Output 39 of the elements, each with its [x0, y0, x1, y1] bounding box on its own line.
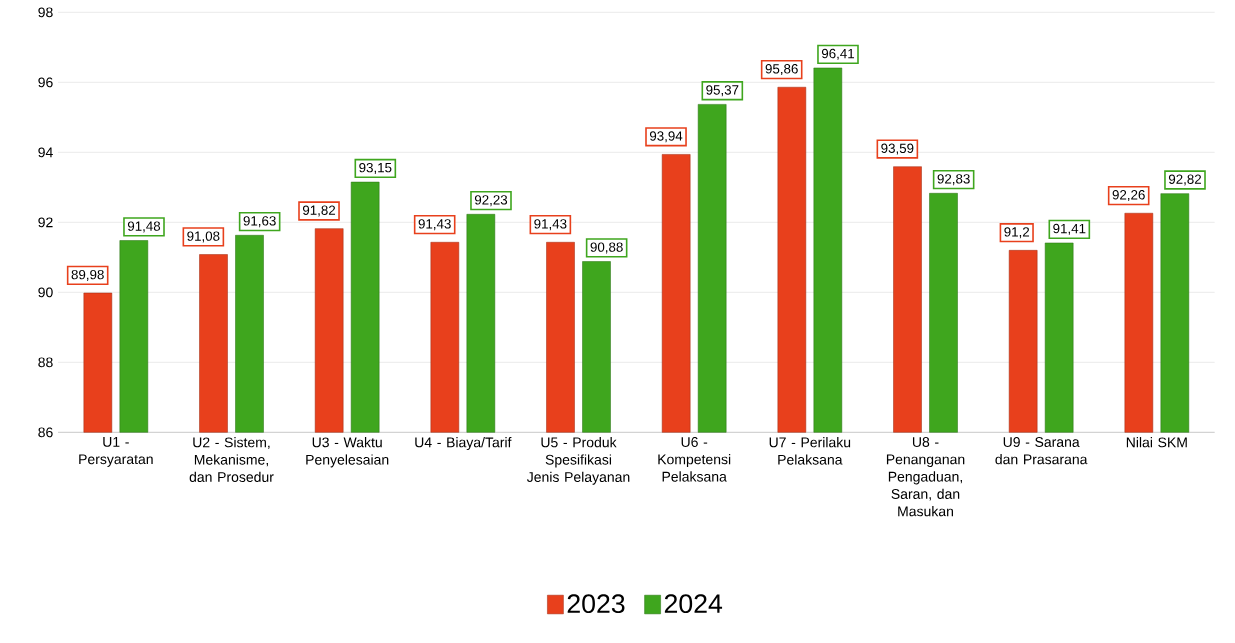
- x-tick-label: U3 - Waktu Penyelesaian: [306, 437, 389, 468]
- y-tick-label: 96: [38, 77, 53, 88]
- data-label: 91,82: [302, 205, 336, 217]
- data-label: 91,2: [1004, 227, 1030, 239]
- y-tick-label: 90: [38, 287, 53, 298]
- x-tick-label: Nilai SKM: [1126, 437, 1187, 448]
- data-label: 89,98: [71, 269, 104, 281]
- data-label: 95,37: [706, 85, 739, 97]
- data-label: 91,43: [418, 219, 451, 231]
- data-label: 93,59: [881, 143, 914, 155]
- x-tick-label: U5 - Produk Spesifikasi Jenis Pelayanan: [526, 437, 630, 485]
- data-label: 92,26: [1112, 190, 1145, 202]
- data-label: 92,23: [474, 195, 508, 207]
- data-label: 91,63: [243, 216, 276, 228]
- data-label: 90,88: [590, 242, 623, 254]
- x-tick-label: U2 - Sistem, Mekanisme, dan Prosedur: [189, 437, 274, 482]
- data-label: 96,41: [821, 48, 855, 60]
- y-tick-label: 92: [38, 217, 53, 228]
- data-label: 92,83: [937, 174, 970, 186]
- x-tick-label: U9 - Sarana dan Prasarana: [995, 437, 1088, 465]
- legend-label: 2023: [567, 594, 625, 614]
- data-label: 93,94: [649, 131, 683, 143]
- data-label: 91,48: [127, 221, 161, 233]
- y-tick-label: 88: [38, 357, 53, 368]
- y-tick-label: 86: [38, 427, 53, 438]
- data-label: 91,41: [1053, 223, 1086, 235]
- x-tick-label: U8 - Penanganan Pengaduan, Saran, dan Masukan: [886, 437, 965, 517]
- x-tick-label: U7 - Perilaku Pelaksana: [769, 437, 851, 465]
- data-label: 91,43: [534, 219, 567, 231]
- data-label: 95,86: [765, 64, 798, 76]
- data-label: 93,15: [359, 162, 392, 174]
- data-label: 91,08: [187, 231, 220, 243]
- y-tick-label: 98: [38, 7, 53, 18]
- data-label: 92,82: [1168, 174, 1201, 186]
- x-tick-label: U6 - Kompetensi Pelaksana: [658, 437, 731, 482]
- x-tick-label: U4 - Biaya/Tarif: [415, 437, 512, 451]
- y-tick-label: 94: [38, 147, 53, 158]
- x-tick-label: U1 - Persyaratan: [79, 437, 153, 467]
- legend-label: 2024: [664, 594, 723, 614]
